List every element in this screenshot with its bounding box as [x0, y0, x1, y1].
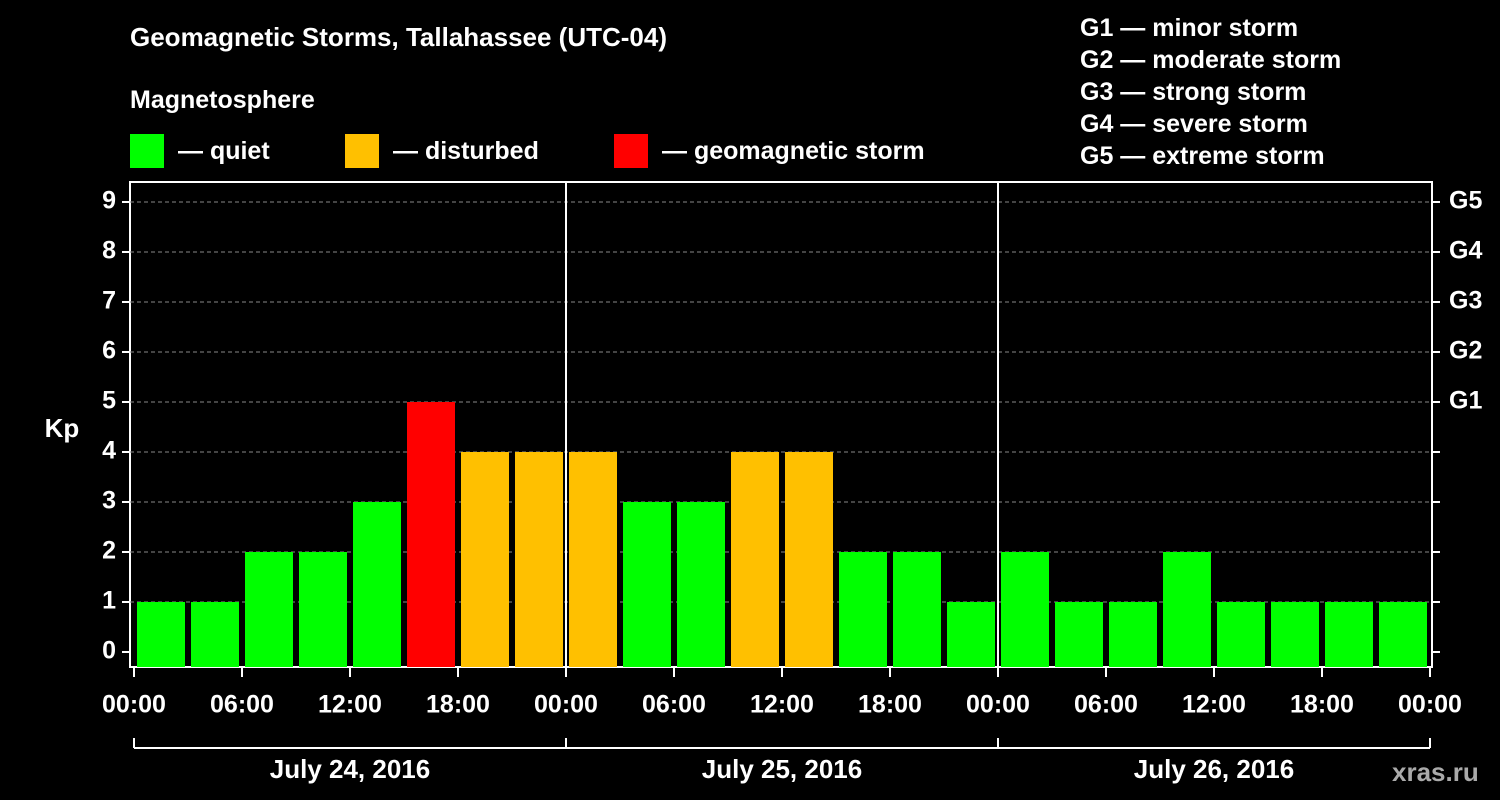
x-tick-label: 12:00 — [318, 691, 382, 719]
kp-bar — [191, 602, 239, 667]
x-tick-label: 18:00 — [426, 691, 490, 719]
y-tick-label: 7 — [102, 287, 116, 315]
kp-bar — [839, 552, 887, 667]
storm-scale-g3: G3 — strong storm — [1080, 78, 1307, 106]
kp-bar — [515, 452, 563, 667]
x-tick-label: 06:00 — [210, 691, 274, 719]
legend-swatch-disturbed — [345, 134, 379, 168]
y-tick-label: 6 — [102, 337, 116, 365]
legend-item-disturbed: — disturbed — [345, 134, 539, 168]
y-tick-label: 3 — [102, 487, 116, 515]
kp-bar — [785, 452, 833, 667]
legend-label-quiet: — quiet — [178, 136, 270, 165]
day-label: July 24, 2016 — [270, 754, 430, 784]
x-tick-label: 00:00 — [1398, 691, 1462, 719]
x-tick-label: 12:00 — [750, 691, 814, 719]
kp-bar — [569, 452, 617, 667]
kp-bar — [407, 402, 455, 667]
legend-label-disturbed: — disturbed — [393, 136, 539, 165]
kp-bar — [461, 452, 509, 667]
storm-scale-tick-label: G1 — [1449, 387, 1482, 415]
kp-bar — [1055, 602, 1103, 667]
kp-bar — [137, 602, 185, 667]
y-tick-label: 9 — [102, 187, 116, 215]
y-tick-label: 0 — [102, 637, 116, 665]
y-tick-label: 1 — [102, 587, 116, 615]
storm-scale-tick-label: G2 — [1449, 337, 1482, 365]
y-tick-label: 4 — [102, 437, 116, 465]
x-tick-label: 18:00 — [858, 691, 922, 719]
kp-bar — [353, 502, 401, 667]
storm-scale-g4: G4 — severe storm — [1080, 110, 1308, 138]
storm-scale-tick-label: G4 — [1449, 237, 1482, 265]
x-tick-label: 06:00 — [1074, 691, 1138, 719]
y-tick-label: 5 — [102, 387, 116, 415]
x-tick-label: 00:00 — [966, 691, 1030, 719]
chart-title: Geomagnetic Storms, Tallahassee (UTC-04) — [130, 22, 668, 52]
kp-bar — [1271, 602, 1319, 667]
kp-bar — [1001, 552, 1049, 667]
storm-scale-g2: G2 — moderate storm — [1080, 46, 1342, 74]
kp-bar — [1379, 602, 1427, 667]
kp-bar — [1325, 602, 1373, 667]
legend-swatch-quiet — [130, 134, 164, 168]
kp-bar — [677, 502, 725, 667]
kp-bar — [245, 552, 293, 667]
kp-bar — [623, 502, 671, 667]
day-label: July 26, 2016 — [1134, 754, 1294, 784]
storm-scale-g1: G1 — minor storm — [1080, 14, 1299, 42]
kp-bar — [1163, 552, 1211, 667]
storm-scale-g5: G5 — extreme storm — [1080, 142, 1325, 170]
kp-bar — [1217, 602, 1265, 667]
kp-bar — [299, 552, 347, 667]
kp-bar — [893, 552, 941, 667]
watermark: xras.ru — [1392, 757, 1479, 787]
y-tick-label: 2 — [102, 537, 116, 565]
kp-bar — [731, 452, 779, 667]
legend-item-quiet: — quiet — [130, 134, 270, 168]
legend-item-storm: — geomagnetic storm — [614, 134, 925, 168]
day-label: July 25, 2016 — [702, 754, 862, 784]
x-tick-label: 06:00 — [642, 691, 706, 719]
x-tick-label: 00:00 — [102, 691, 166, 719]
storm-scale-tick-label: G5 — [1449, 187, 1482, 215]
x-tick-label: 12:00 — [1182, 691, 1246, 719]
storm-scale-tick-label: G3 — [1449, 287, 1482, 315]
kp-bar — [947, 602, 995, 667]
x-tick-label: 18:00 — [1290, 691, 1354, 719]
legend-swatch-storm — [614, 134, 648, 168]
x-tick-label: 00:00 — [534, 691, 598, 719]
kp-bar — [1109, 602, 1157, 667]
legend-label-storm: — geomagnetic storm — [662, 136, 925, 165]
magnetosphere-legend-title: Magnetosphere — [130, 86, 315, 114]
y-tick-label: 8 — [102, 237, 116, 265]
y-axis-label: Kp — [45, 413, 80, 443]
